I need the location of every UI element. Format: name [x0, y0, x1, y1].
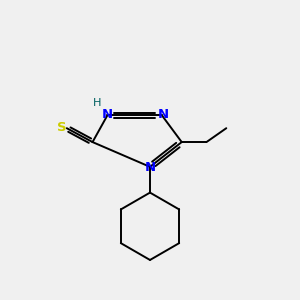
Text: S: S: [57, 121, 67, 134]
Text: N: N: [144, 161, 156, 174]
Text: N: N: [157, 108, 168, 121]
Text: H: H: [93, 98, 102, 108]
Text: N: N: [102, 108, 113, 121]
